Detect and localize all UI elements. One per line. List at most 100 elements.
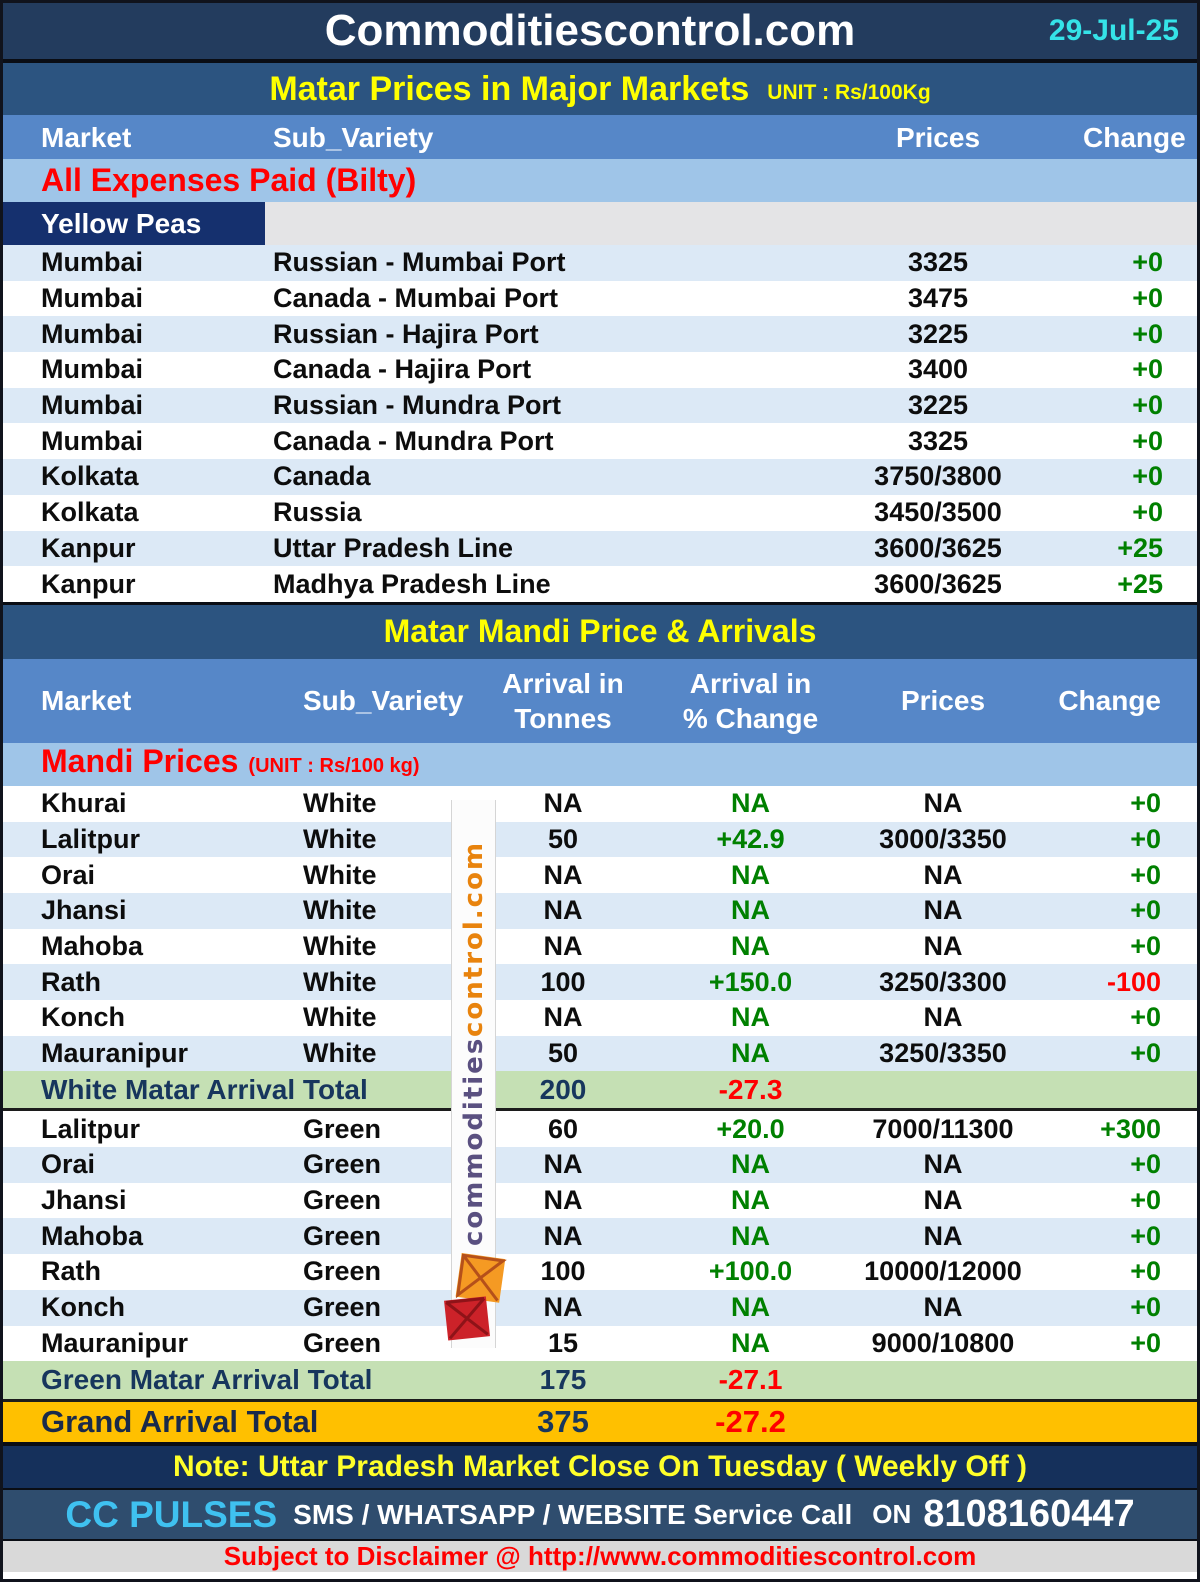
arrival-pct-cell: NA (731, 859, 770, 890)
prices-cell: 10000/12000 (864, 1256, 1022, 1287)
table2-white-body: Khurai White NA NA NA +0 Lalitpur White 50 +42.9 3… (3, 785, 1197, 1072)
white-total-tonnes: 200 (539, 1073, 587, 1105)
table2-col-prices: Prices (900, 685, 986, 717)
subvariety-cell: Russia (273, 497, 362, 528)
change-cell: +0 (1130, 1292, 1161, 1323)
arrival-tonnes-cell: NA (543, 1220, 583, 1251)
subvariety-cell: Green (303, 1292, 382, 1323)
change-cell: +0 (1130, 823, 1161, 854)
prices-cell: NA (923, 1185, 963, 1216)
mandi-section-label-row: Mandi Prices (UNIT : Rs/100 kg) (3, 742, 1197, 786)
market-cell: Mumbai (41, 247, 144, 278)
subvariety-cell: Madhya Pradesh Line (273, 568, 551, 599)
table-row: Mahoba White NA NA NA +0 (3, 928, 1197, 965)
note-bar: Note: Uttar Pradesh Market Close On Tues… (3, 1446, 1197, 1489)
market-cell: Jhansi (41, 895, 127, 926)
disclaimer-link[interactable]: Subject to Disclaimer @ http://www.commo… (3, 1539, 1197, 1573)
arrival-tonnes-cell: NA (543, 1149, 583, 1180)
green-total-label: Green Matar Arrival Total (41, 1364, 373, 1396)
green-total-tonnes: 175 (539, 1364, 587, 1396)
change-cell: +0 (1132, 461, 1163, 492)
subvariety-cell: Green (303, 1113, 382, 1144)
subvariety-cell: Canada (273, 461, 371, 492)
grand-total-tonnes: 375 (537, 1404, 589, 1440)
change-cell: +0 (1132, 247, 1163, 278)
table-row: Jhansi White NA NA NA +0 (3, 892, 1197, 929)
arrival-tonnes-cell: 50 (547, 823, 579, 854)
table-row: Mumbai Russian - Mundra Port 3225 +0 (3, 387, 1197, 424)
arrival-pct-cell: NA (731, 788, 770, 819)
market-cell: Jhansi (41, 1185, 127, 1216)
table-row: Mumbai Canada - Mundra Port 3325 +0 (3, 423, 1197, 460)
subvariety-cell: Canada - Mumbai Port (273, 283, 559, 314)
arrival-pct-cell: +100.0 (708, 1256, 793, 1287)
table-row: Kolkata Russia 3450/3500 +0 (3, 494, 1197, 531)
market-cell: Konch (41, 1292, 125, 1323)
market-cell: Konch (41, 1002, 125, 1033)
subvariety-cell: Russian - Hajira Port (273, 318, 539, 349)
table1-col-change: Change (1083, 121, 1186, 153)
arrival-tonnes-cell: NA (543, 895, 583, 926)
change-cell: +25 (1117, 532, 1163, 563)
prices-cell: NA (923, 930, 963, 961)
arrival-tonnes-cell: 100 (540, 1256, 586, 1287)
change-cell: +0 (1132, 390, 1163, 421)
prices-cell: 7000/11300 (872, 1113, 1014, 1144)
prices-cell: NA (923, 1002, 963, 1033)
prices-cell: NA (923, 895, 963, 926)
prices-cell: NA (923, 1149, 963, 1180)
subvariety-cell: White (303, 1002, 377, 1033)
market-cell: Kanpur (41, 568, 136, 599)
table-row: Orai Green NA NA NA +0 (3, 1147, 1197, 1183)
prices-cell: 3475 (907, 283, 969, 314)
change-cell: +0 (1130, 1256, 1161, 1287)
change-cell: +0 (1130, 788, 1161, 819)
subvariety-cell: Green (303, 1256, 382, 1287)
market-cell: Mahoba (41, 930, 144, 961)
prices-cell: 9000/10800 (871, 1327, 1015, 1358)
table1-col-subvariety: Sub_Variety (273, 121, 434, 153)
expenses-section-label: All Expenses Paid (Bilty) (3, 159, 1197, 202)
white-total-row: White Matar Arrival Total 200 -27.3 (3, 1071, 1197, 1112)
market-cell: Mauranipur (41, 1327, 189, 1358)
table2-col-change: Change (1058, 685, 1161, 717)
service-brand: CC PULSES (65, 1493, 278, 1535)
grand-total-pct: -27.2 (715, 1404, 786, 1440)
arrival-tonnes-cell: NA (543, 1292, 583, 1323)
prices-cell: 3750/3800 (874, 461, 1002, 492)
table2-col-arrival-pct: Arrival in % Change (682, 667, 819, 734)
market-cell: Mumbai (41, 354, 144, 385)
mandi-section-unit: (UNIT : Rs/100 kg) (248, 754, 420, 777)
arrival-tonnes-cell: 15 (547, 1327, 579, 1358)
change-cell: +300 (1100, 1113, 1161, 1144)
change-cell: +0 (1132, 318, 1163, 349)
section1-title-bar: Matar Prices in Major Markets UNIT : Rs/… (3, 63, 1197, 115)
change-cell: +0 (1130, 930, 1161, 961)
arrival-pct-cell: NA (731, 1149, 770, 1180)
market-cell: Orai (41, 859, 96, 890)
change-cell: +0 (1130, 859, 1161, 890)
subvariety-cell: Green (303, 1220, 382, 1251)
subvariety-cell: Canada - Hajira Port (273, 354, 532, 385)
change-cell: +0 (1130, 1327, 1161, 1358)
prices-cell: NA (923, 1292, 963, 1323)
arrival-pct-cell: +20.0 (716, 1113, 785, 1144)
arrival-pct-cell: NA (731, 1220, 770, 1251)
subvariety-cell: Uttar Pradesh Line (273, 532, 514, 563)
arrival-tonnes-cell: 50 (547, 1038, 579, 1069)
service-on-label: ON (872, 1499, 912, 1530)
table-row: Mumbai Canada - Hajira Port 3400 +0 (3, 352, 1197, 388)
prices-cell: 3325 (907, 425, 969, 456)
white-total-label: White Matar Arrival Total (41, 1073, 368, 1105)
section1-unit: UNIT : Rs/100Kg (767, 81, 931, 104)
market-cell: Khurai (41, 788, 127, 819)
table-row: Kanpur Uttar Pradesh Line 3600/3625 +25 (3, 530, 1197, 567)
prices-cell: 3400 (907, 354, 969, 385)
section2-title: Matar Mandi Price & Arrivals (383, 613, 817, 650)
table1-col-market: Market (41, 121, 132, 153)
change-cell: +0 (1130, 1038, 1161, 1069)
arrival-pct-cell: NA (731, 895, 770, 926)
prices-cell: 3000/3350 (879, 823, 1007, 854)
market-cell: Mumbai (41, 318, 144, 349)
